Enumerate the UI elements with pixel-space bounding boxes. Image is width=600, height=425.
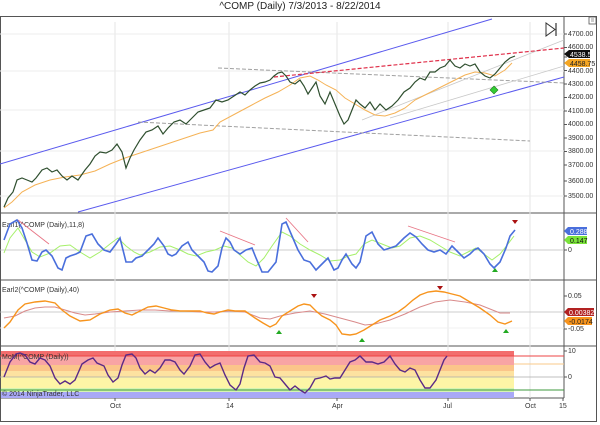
panel-menu-icon[interactable]: [588, 16, 597, 25]
y-tick-4000: 4000.00: [568, 121, 593, 128]
y-tick-4100: 4100.00: [568, 108, 593, 115]
x-tick-oct-2013: Oct: [110, 403, 121, 410]
earl1-y-tick-0: 0: [568, 247, 572, 254]
earl1-slow-tag: 0.147: [564, 236, 588, 245]
svg-text:0.147: 0.147: [570, 238, 588, 245]
price-y-axis: 4700.00 4600.00 4400.00 4300.00 4200.00 …: [564, 31, 593, 200]
mom-label: MoM(^COMP (Daily)): [2, 354, 69, 361]
x-tick-jul: Jul: [443, 403, 452, 410]
mom-line: [3, 352, 448, 394]
earl2-fast-tag: -0.0174: [564, 317, 593, 326]
earl1-slow-line: [3, 227, 515, 267]
x-tick-2015: 15: [559, 403, 567, 410]
mom-y-tick-0: 0: [568, 374, 572, 381]
ma-price-tag: 4458.75: [564, 59, 595, 68]
price-grid: [0, 33, 564, 197]
signal-diamond[interactable]: [489, 85, 499, 95]
price-series: [3, 55, 516, 208]
vertical-grid: [114, 22, 531, 398]
earl1-buy-marker: [492, 268, 498, 272]
x-tick-apr: Apr: [332, 403, 344, 410]
svg-text:4458.75: 4458.75: [570, 61, 595, 68]
y-tick-3600: 3600.00: [568, 178, 593, 185]
moving-average-line: [3, 62, 513, 209]
y-tick-3700: 3700.00: [568, 162, 593, 169]
scroll-to-end-icon[interactable]: [545, 22, 557, 37]
x-tick-2014: 14: [226, 403, 234, 410]
mom-y-tick-10: 10: [568, 348, 576, 355]
trend-channel[interactable]: [0, 18, 565, 213]
y-tick-3500: 3500.00: [568, 193, 593, 200]
y-tick-4400: 4400.00: [568, 68, 593, 75]
last-price-tag: 4538.55: [564, 50, 595, 59]
y-tick-3900: 3900.00: [568, 135, 593, 142]
svg-text:0.288: 0.288: [570, 229, 588, 236]
svg-text:4538.55: 4538.55: [570, 52, 595, 59]
y-tick-4600: 4600.00: [568, 44, 593, 51]
x-axis: Oct 14 Apr Jul Oct 15: [110, 398, 567, 410]
earl2-slow-tag: 0.00382: [564, 308, 594, 317]
earl2-signal-markers: [276, 286, 509, 342]
earl2-fast-line: [3, 290, 513, 336]
y-tick-4700: 4700.00: [568, 31, 593, 38]
earl2-y-tick-pos: 0.05: [568, 293, 582, 300]
chart-frame: [0, 16, 597, 422]
gray-dashed-lines[interactable]: [137, 67, 565, 142]
earl1-label: Earl1(^COMP (Daily),11,8): [2, 222, 84, 229]
y-tick-4200: 4200.00: [568, 94, 593, 101]
earl1-fast-line: [3, 218, 516, 273]
earl2-y-tick-neg: -0.05: [568, 326, 584, 333]
svg-text:0.00382: 0.00382: [569, 310, 594, 317]
earl1-fast-tag: 0.288: [564, 227, 588, 236]
copyright-text: © 2014 NinjaTrader, LLC: [2, 390, 79, 398]
x-tick-oct-2014: Oct: [525, 403, 536, 410]
chart-title: ^COMP (Daily) 7/3/2013 - 8/22/2014: [219, 1, 381, 12]
earl1-divergence-lines[interactable]: [17, 217, 456, 246]
earl2-slow-line: [3, 299, 510, 326]
svg-text:-0.0174: -0.0174: [569, 319, 593, 326]
resistance-line[interactable]: [273, 47, 565, 78]
y-tick-3800: 3800.00: [568, 148, 593, 155]
y-tick-4300: 4300.00: [568, 81, 593, 88]
gray-fan-lines[interactable]: [361, 39, 565, 121]
earl2-label: Earl2(^COMP (Daily),40): [2, 287, 79, 294]
earl1-sell-marker: [512, 220, 518, 224]
